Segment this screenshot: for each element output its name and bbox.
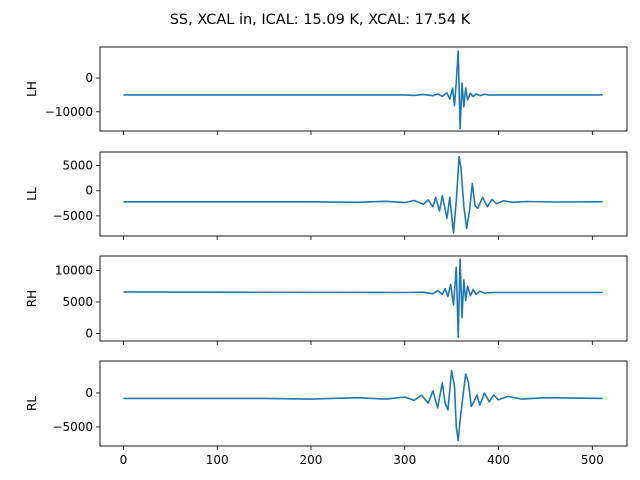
x-tick-label: 100 bbox=[206, 453, 229, 467]
subplot-ll: 5000 0 −5000 LL bbox=[25, 151, 628, 240]
x-tick-label: 300 bbox=[393, 453, 416, 467]
x-tick-label: 200 bbox=[300, 453, 323, 467]
y-axis-label: LH bbox=[25, 81, 39, 97]
y-tick-label: 5000 bbox=[62, 295, 93, 309]
series-line-ll bbox=[123, 155, 603, 234]
y-tick-label: 10000 bbox=[55, 263, 93, 277]
figure-title: SS, XCAL in, ICAL: 15.09 K, XCAL: 17.54 … bbox=[170, 12, 471, 28]
y-tick-label: −5000 bbox=[52, 420, 93, 434]
y-tick-label: 0 bbox=[85, 71, 93, 85]
x-tick-label: 0 bbox=[120, 453, 128, 467]
series-line-rl bbox=[123, 369, 603, 442]
y-tick-label: 0 bbox=[85, 386, 93, 400]
y-tick-label: 5000 bbox=[62, 159, 93, 173]
subplot-rh: 10000 5000 0 RH bbox=[25, 255, 628, 345]
axes-frame bbox=[99, 255, 628, 342]
y-tick-label: 0 bbox=[85, 326, 93, 340]
subplot-stack: 0−10000LH50000−5000LL1000050000RH0−5000R… bbox=[25, 46, 628, 467]
y-tick-label: 0 bbox=[85, 184, 93, 198]
series-line-rh bbox=[123, 258, 603, 338]
y-axis-label: RL bbox=[25, 396, 39, 411]
axes-frame bbox=[99, 46, 628, 132]
y-tick-label: −5000 bbox=[52, 209, 93, 223]
y-tick-label: −10000 bbox=[45, 105, 93, 119]
series-line-lh bbox=[123, 50, 603, 130]
y-axis-label: LL bbox=[25, 187, 39, 201]
x-tick-label: 400 bbox=[487, 453, 510, 467]
subplot-lh: 0 −10000 LH bbox=[25, 46, 628, 135]
x-tick-label: 500 bbox=[581, 453, 604, 467]
axes-frame bbox=[99, 151, 628, 237]
y-axis-label: RH bbox=[25, 290, 39, 307]
axes-frame bbox=[99, 360, 628, 447]
subplot-rl: 0 −5000 RL bbox=[25, 360, 628, 450]
